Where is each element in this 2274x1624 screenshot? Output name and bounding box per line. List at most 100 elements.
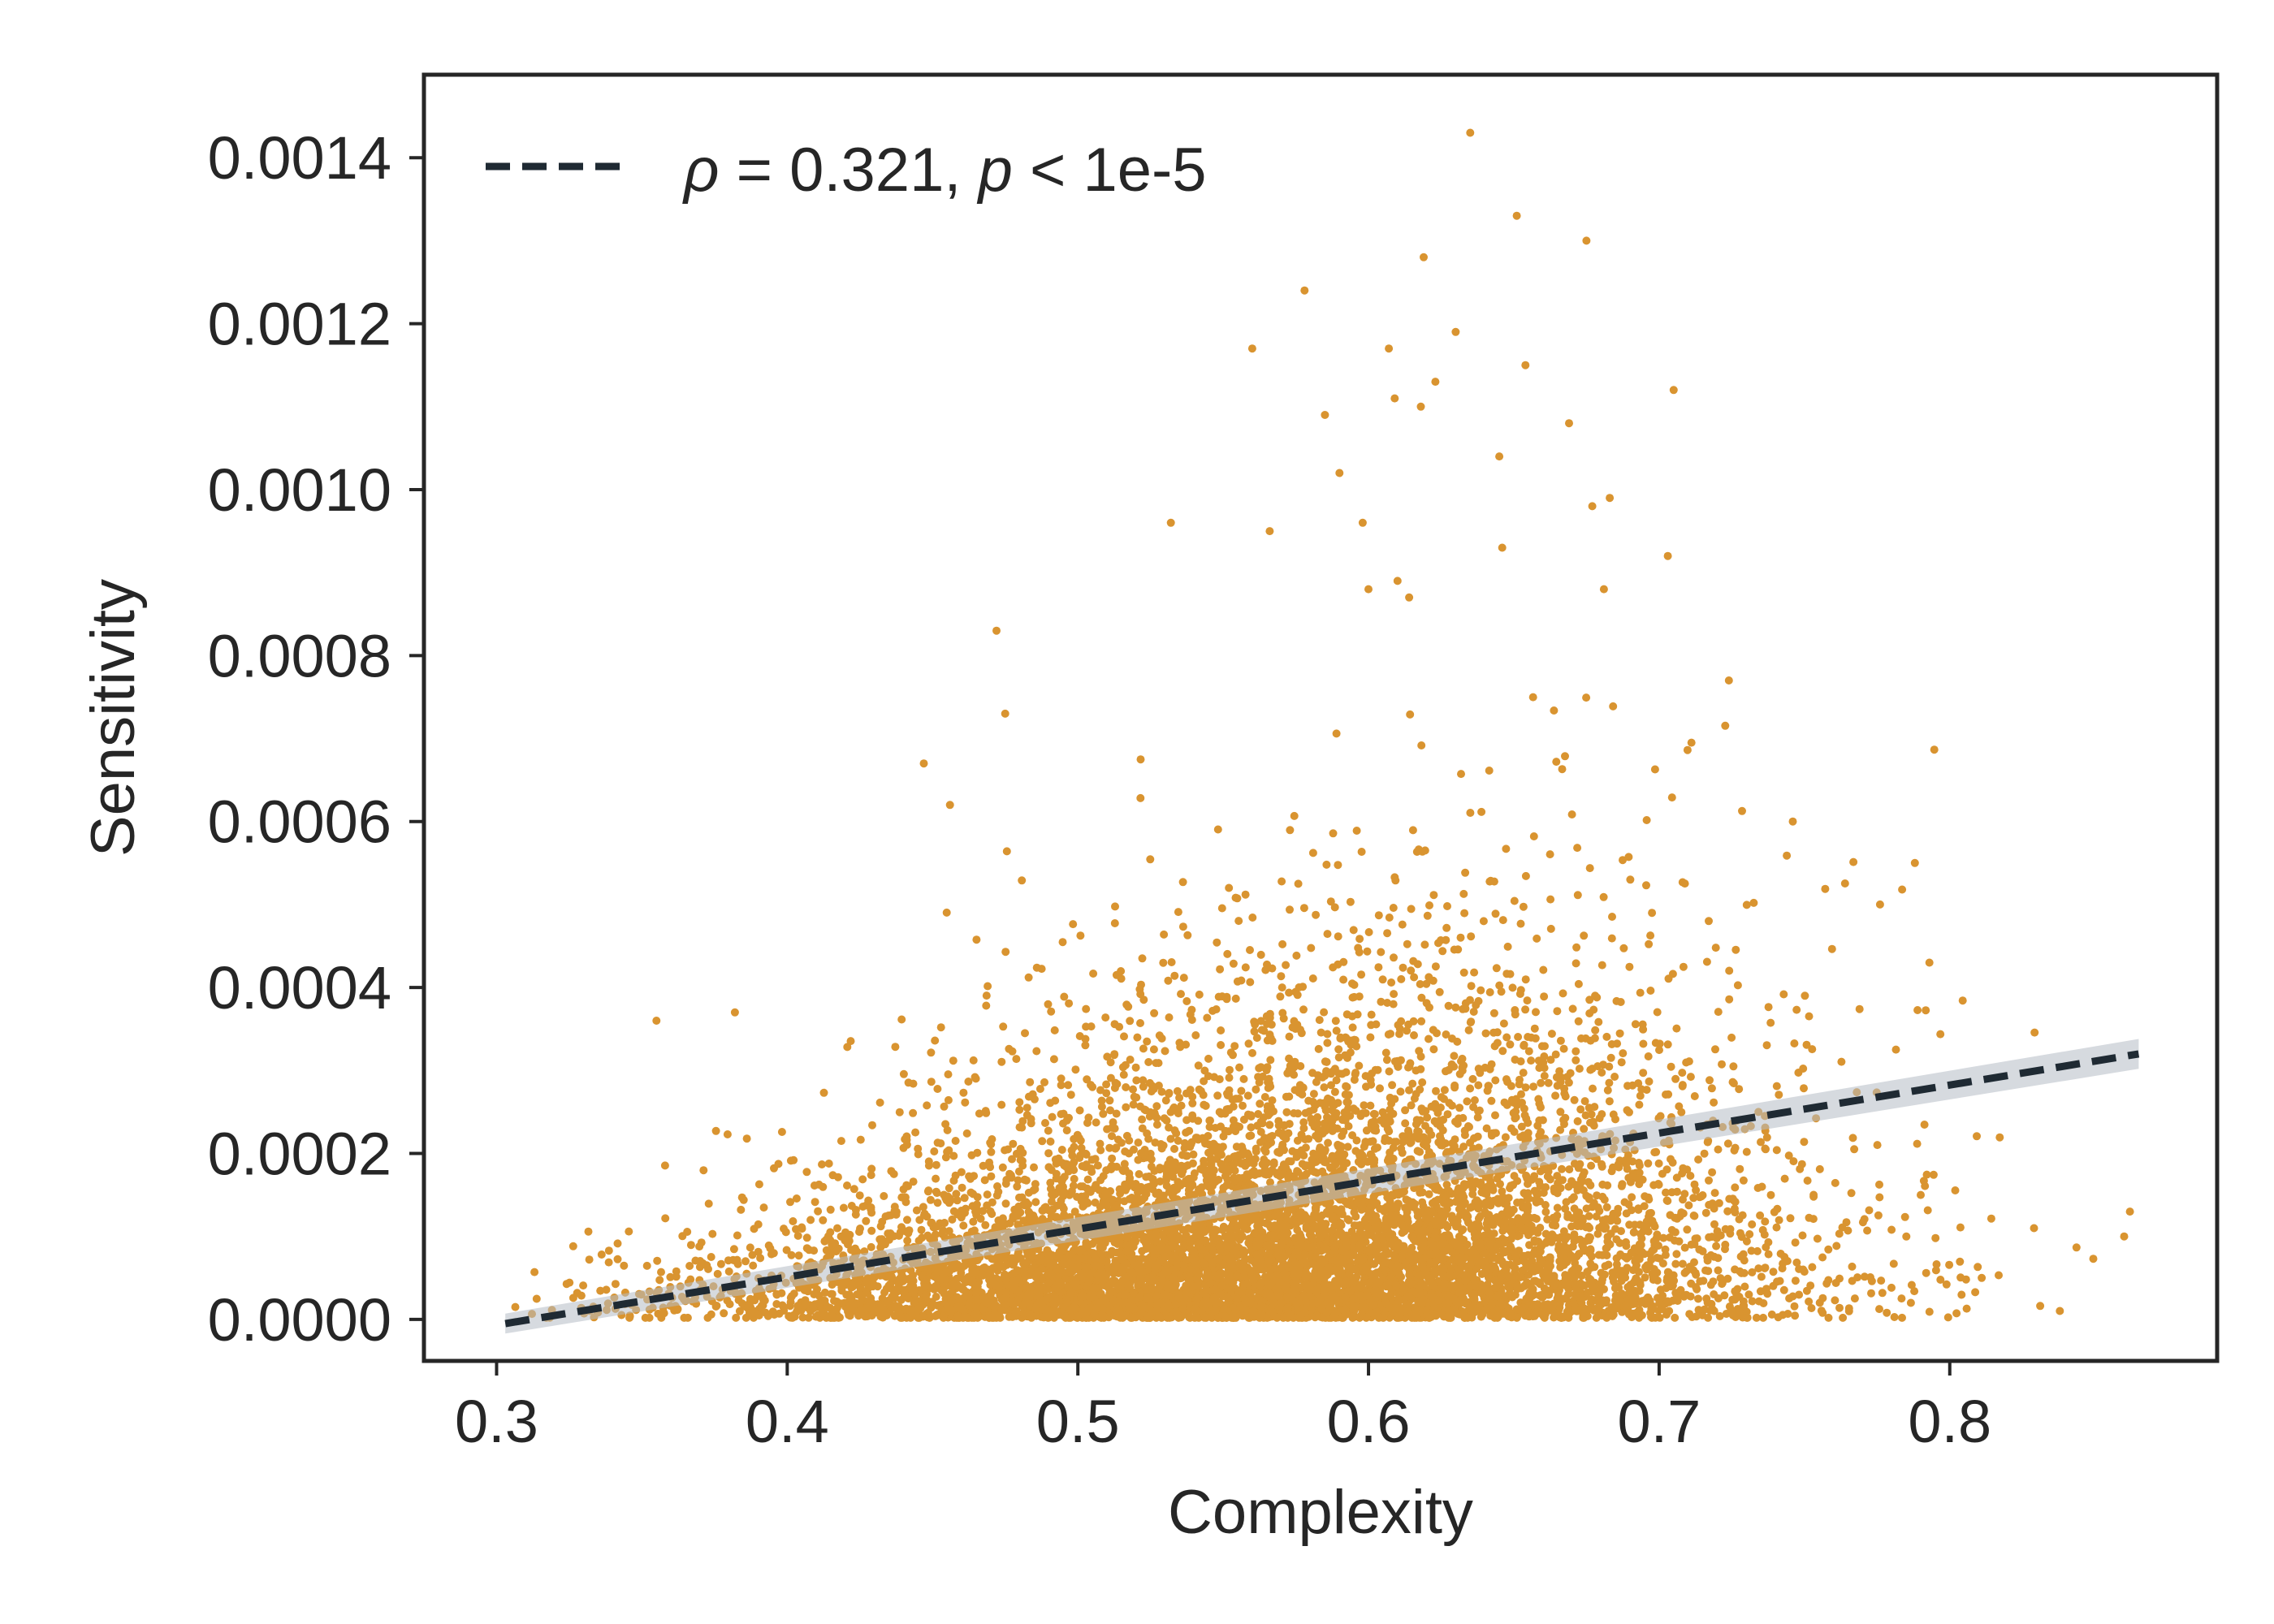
data-point — [1506, 1184, 1514, 1193]
data-point — [1715, 1311, 1724, 1320]
data-point — [1589, 1005, 1598, 1014]
data-point — [1523, 996, 1532, 1005]
data-point — [1015, 1123, 1024, 1132]
data-point — [1582, 693, 1591, 702]
data-point — [952, 1190, 961, 1199]
data-point — [1537, 1042, 1546, 1051]
data-point — [1344, 1122, 1353, 1130]
data-point — [1795, 1290, 1804, 1299]
data-point — [729, 1245, 738, 1254]
data-point — [1701, 1208, 1710, 1217]
data-point — [1459, 968, 1468, 977]
data-point — [1294, 879, 1303, 888]
data-point — [1546, 924, 1555, 933]
data-point — [1831, 1178, 1840, 1187]
data-point — [1450, 1083, 1459, 1092]
data-point — [1126, 1017, 1135, 1026]
data-point — [1223, 949, 1232, 958]
data-point — [1552, 758, 1561, 767]
data-point — [1546, 1056, 1555, 1065]
data-point — [1470, 1096, 1479, 1104]
data-point — [1542, 1265, 1551, 1274]
data-point — [1191, 1031, 1200, 1039]
data-point — [1285, 1092, 1294, 1101]
data-point — [958, 1183, 966, 1192]
data-point — [1152, 1121, 1161, 1129]
data-point — [1690, 1258, 1698, 1267]
data-point — [1149, 1045, 1158, 1054]
data-point — [933, 1085, 942, 1093]
data-point — [530, 1268, 539, 1276]
data-point — [1256, 950, 1265, 959]
data-point — [1559, 989, 1567, 998]
data-point — [1332, 1076, 1341, 1085]
data-point — [1684, 1057, 1693, 1066]
data-point — [1062, 1126, 1071, 1135]
data-point — [1603, 1181, 1612, 1190]
data-point — [1631, 1020, 1640, 1029]
data-point — [1119, 1070, 1128, 1079]
data-point — [1442, 1181, 1451, 1189]
data-point — [1301, 1143, 1310, 1152]
data-point — [1801, 991, 1809, 1000]
data-point — [1513, 1177, 1522, 1186]
data-point — [1571, 959, 1580, 968]
data-point — [1179, 974, 1188, 983]
data-point — [1093, 1161, 1102, 1170]
data-point — [1286, 905, 1294, 914]
data-point — [1366, 1033, 1375, 1042]
data-point — [1083, 1175, 1092, 1184]
data-point — [1945, 1260, 1954, 1269]
data-point — [1374, 911, 1383, 920]
data-point — [1377, 997, 1386, 1006]
data-point — [1038, 1137, 1047, 1146]
data-point — [1334, 861, 1342, 870]
data-point — [1351, 1106, 1360, 1115]
data-point — [1558, 765, 1567, 774]
data-point — [1225, 883, 1234, 892]
data-point — [1809, 1215, 1818, 1224]
data-point — [1112, 1109, 1121, 1118]
data-point — [1152, 1102, 1161, 1111]
data-point — [716, 1259, 725, 1268]
data-point — [1260, 1093, 1269, 1101]
data-point — [839, 1203, 848, 1212]
data-point — [1237, 1086, 1246, 1095]
data-point — [1995, 1271, 2003, 1280]
data-point — [984, 982, 992, 991]
data-point — [1705, 917, 1713, 926]
data-point — [1865, 1206, 1874, 1215]
data-point — [1467, 932, 1476, 941]
data-point — [864, 1196, 873, 1205]
data-point — [1489, 1009, 1498, 1017]
data-point — [1671, 1074, 1680, 1083]
data-point — [1587, 1252, 1596, 1261]
data-point — [1589, 1084, 1597, 1093]
data-point — [1913, 1139, 1922, 1148]
data-point — [1524, 1129, 1533, 1138]
data-point — [942, 908, 951, 917]
data-point — [754, 1180, 763, 1189]
data-point — [814, 1207, 823, 1216]
data-point — [1057, 1146, 1066, 1154]
data-point — [1410, 1031, 1418, 1039]
data-point — [1762, 1041, 1771, 1050]
data-point — [1050, 1026, 1059, 1034]
data-point — [1450, 1052, 1459, 1060]
data-point — [1467, 1017, 1476, 1026]
data-point — [1779, 990, 1788, 999]
data-point — [850, 1185, 858, 1194]
data-point — [1759, 1313, 1767, 1322]
data-point — [1723, 1207, 1732, 1216]
data-point — [1165, 1013, 1174, 1021]
data-point — [1312, 1078, 1321, 1086]
data-point — [1070, 1142, 1079, 1151]
data-point — [1217, 1026, 1226, 1034]
data-point — [1503, 1078, 1512, 1086]
data-point — [1710, 1098, 1718, 1107]
data-point — [828, 1281, 837, 1289]
data-point — [1177, 990, 1185, 999]
data-point — [1690, 1092, 1699, 1100]
data-point — [1160, 1114, 1169, 1123]
data-point — [1956, 1257, 1965, 1266]
